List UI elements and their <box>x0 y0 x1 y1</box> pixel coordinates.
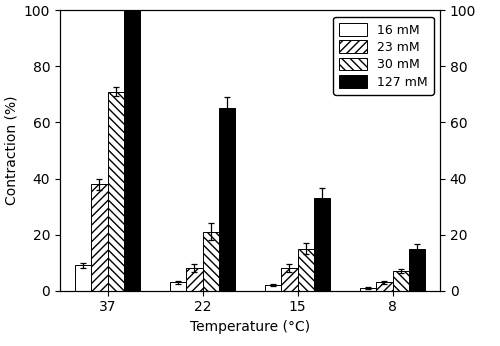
Bar <box>75 265 92 291</box>
X-axis label: Temperature (°C): Temperature (°C) <box>190 320 310 334</box>
Bar <box>265 285 281 291</box>
Bar <box>408 248 425 291</box>
Bar <box>186 268 202 291</box>
Bar <box>92 184 108 291</box>
Bar <box>202 232 218 291</box>
Bar <box>360 288 376 291</box>
Bar <box>218 109 235 291</box>
Bar <box>170 282 186 291</box>
Bar <box>376 282 392 291</box>
Bar <box>392 271 408 291</box>
Y-axis label: Contraction (%): Contraction (%) <box>4 96 18 205</box>
Bar <box>298 248 314 291</box>
Bar <box>314 198 330 291</box>
Legend: 16 mM, 23 mM, 30 mM, 127 mM: 16 mM, 23 mM, 30 mM, 127 mM <box>333 17 434 95</box>
Bar <box>124 10 140 291</box>
Bar <box>108 92 124 291</box>
Bar <box>282 268 298 291</box>
